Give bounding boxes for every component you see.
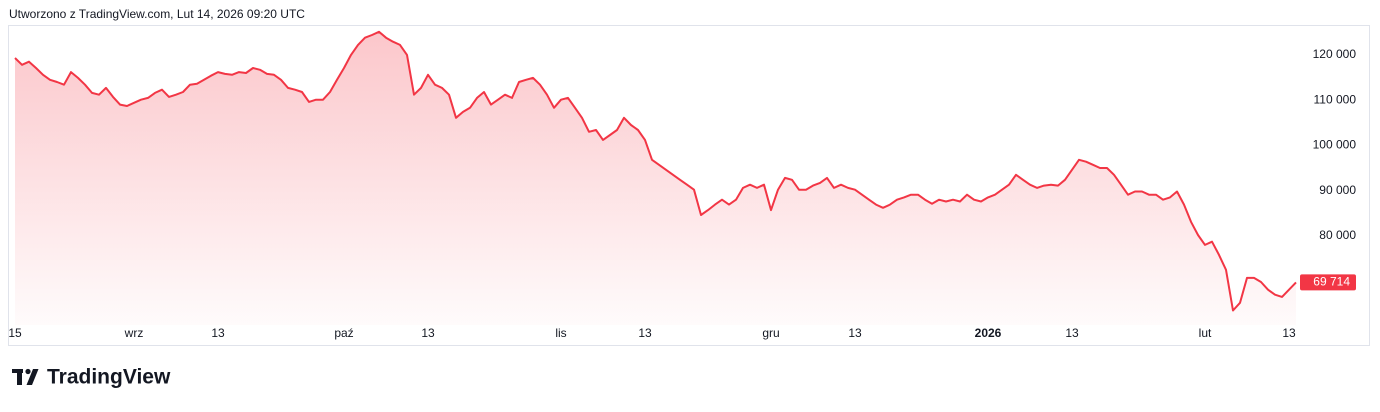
y-tick-label: 80 000: [1319, 228, 1356, 242]
area-fill: [15, 31, 1296, 326]
last-price-box: [1300, 274, 1356, 291]
x-tick-label: 13: [211, 326, 225, 340]
x-tick-label: wrz: [124, 326, 144, 340]
x-tick-label: 13: [1065, 326, 1079, 340]
y-tick-label: 110 000: [1314, 92, 1357, 106]
x-tick-label: 2026: [975, 326, 1002, 340]
header: Utworzono z TradingView.com, Lut 14, 202…: [9, 7, 305, 21]
x-tick-label: 13: [638, 326, 652, 340]
price-line: [14, 30, 1297, 312]
y-tick-label: 100 000: [1313, 138, 1357, 152]
x-tick-label: gru: [762, 326, 779, 340]
x-tick-label: 13: [421, 326, 435, 340]
frame: [8, 25, 1370, 346]
y-tick-label: 120 000: [1313, 47, 1357, 61]
logo-icon: [12, 368, 39, 385]
x-tick-label: lut: [1199, 326, 1212, 340]
x-tick-label: 13: [848, 326, 862, 340]
last-price-label: 69 714: [1313, 275, 1350, 289]
y-tick-label: 90 000: [1319, 183, 1356, 197]
x-tick-label: lis: [555, 326, 566, 340]
x-tick-label: paź: [334, 326, 353, 340]
x-tick-label: 13: [1282, 326, 1296, 340]
footer-brand: TradingView: [47, 366, 171, 389]
x-tick-label: 15: [8, 326, 22, 340]
